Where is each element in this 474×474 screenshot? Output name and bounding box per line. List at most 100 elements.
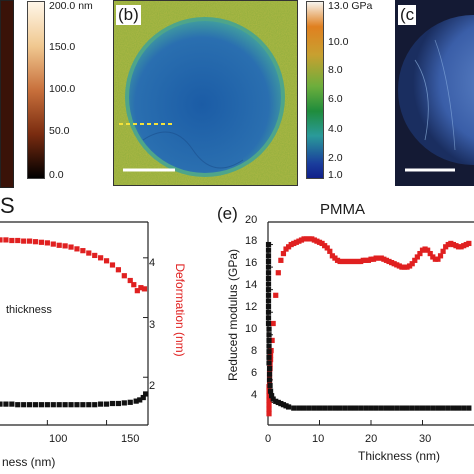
panel-b-colorbar-tick: 1.0 — [328, 169, 343, 181]
panel-e-point — [455, 405, 462, 411]
panel-e-point — [265, 292, 272, 298]
panel-e-point — [265, 309, 272, 315]
panel-e-point — [266, 354, 272, 360]
panel-e-point — [425, 247, 431, 253]
panel-d-point — [32, 239, 39, 245]
panel-e-point — [466, 405, 472, 411]
panel-d-point — [92, 252, 98, 259]
panel-d-point — [21, 238, 27, 244]
panel-d-point — [44, 402, 50, 408]
panel-d-point — [27, 402, 33, 408]
panel-e-y-tick: 14 — [245, 279, 258, 291]
panel-d-point — [115, 267, 121, 273]
panel-e-point — [425, 405, 431, 411]
panel-d-point — [44, 240, 50, 246]
panel-e-point — [266, 332, 272, 338]
panel-d-point — [38, 239, 45, 245]
panel-e-point — [266, 326, 272, 332]
panel-d-point — [121, 400, 127, 406]
panel-d-point — [133, 398, 139, 404]
panel-e-point — [265, 275, 272, 281]
panel-d-point — [3, 401, 9, 407]
panel-e-y-tick: 6 — [251, 367, 258, 379]
panel-b-colorbar-tick: 13.0 GPa — [328, 0, 373, 12]
panel-e-point — [280, 250, 287, 257]
panel-e-point — [265, 281, 272, 287]
panel-d-point — [62, 243, 68, 249]
panel-e-point — [265, 258, 272, 265]
panel-c-letter: (c — [398, 5, 417, 25]
panel-e-y-tick: 12 — [245, 301, 258, 313]
panel-e-point — [267, 382, 273, 389]
panel-e-point — [409, 261, 415, 267]
panel-d-point — [62, 402, 68, 408]
panel-d-point — [137, 397, 143, 403]
panel-e-point — [265, 298, 272, 304]
panel-e-point — [265, 287, 272, 293]
panel-e-point — [266, 343, 272, 349]
panel-e-point — [266, 360, 272, 366]
panel-d-point — [98, 401, 104, 407]
panel-d-point — [21, 402, 27, 408]
panel-d-point — [68, 244, 74, 250]
panel-d-point — [50, 241, 56, 247]
panel-e-point — [266, 377, 273, 383]
panel-a-image — [0, 0, 14, 188]
panel-d-point — [127, 277, 133, 284]
panel-d-point — [0, 401, 3, 407]
panel-b-colorbar-tick: 10.0 — [328, 36, 349, 48]
panel-e-point — [414, 254, 420, 260]
panel-e-point — [265, 320, 272, 327]
panel-d-xlabel-fragment: ness (nm) — [2, 455, 56, 469]
panel-e-point — [435, 256, 441, 262]
panel-e-point — [270, 320, 276, 327]
panel-d-point — [103, 258, 110, 264]
panel-d-point — [50, 402, 56, 408]
panel-e-point — [266, 397, 272, 403]
panel-d-yright-tick: 4 — [149, 257, 156, 269]
panel-e-point — [342, 405, 348, 411]
panel-d-point — [15, 402, 21, 408]
panel-d-point — [80, 402, 86, 408]
panel-e-point — [409, 405, 415, 411]
panel-b-colorbar-tick: 4.0 — [328, 123, 343, 135]
panel-d-title-fragment: S — [0, 193, 15, 218]
panel-e-title: PMMA — [320, 201, 365, 218]
panel-d-point — [38, 402, 45, 408]
panel-d-yright-tick: 2 — [149, 380, 156, 392]
panel-e-point — [306, 405, 312, 411]
panel-e-point — [363, 405, 369, 411]
panel-e-point — [437, 253, 444, 259]
panel-d-point — [74, 246, 80, 252]
panel-d-point — [80, 248, 86, 254]
panel-e-y-tick: 16 — [245, 257, 258, 269]
panel-d-point — [121, 273, 127, 279]
panel-e-y-tick: 10 — [245, 323, 258, 335]
panel-e-point — [267, 388, 274, 394]
panel-e-point — [347, 405, 353, 411]
panel-e-x-tick: 0 — [265, 433, 272, 445]
panel-d-point — [27, 238, 33, 244]
panel-e-point — [265, 315, 272, 321]
panel-d-point — [143, 391, 149, 397]
panel-e-point — [368, 405, 374, 411]
panel-e-point — [327, 405, 333, 411]
panel-e-point — [337, 405, 343, 411]
panel-e-point — [265, 253, 272, 259]
panel-c-flake — [398, 15, 474, 165]
panel-d-point — [127, 399, 133, 405]
panel-a-colorbar-tick: 200.0 nm — [49, 0, 93, 12]
panel-e-y-tick: 4 — [251, 389, 258, 401]
panel-e-point — [427, 250, 433, 257]
panel-d-point — [98, 255, 104, 261]
panel-e-point — [265, 264, 272, 270]
panel-e-point — [450, 405, 456, 411]
panel-a-colorbar-tick: 150.0 — [49, 41, 76, 53]
panel-e-point — [266, 406, 272, 412]
panel-d-point — [109, 400, 116, 407]
panel-d-point — [134, 288, 140, 294]
panel-d-point — [86, 250, 92, 256]
panel-a-colorbar — [27, 1, 45, 179]
panel-e-ylabel: Reduced modulus (GPa) — [226, 248, 240, 382]
